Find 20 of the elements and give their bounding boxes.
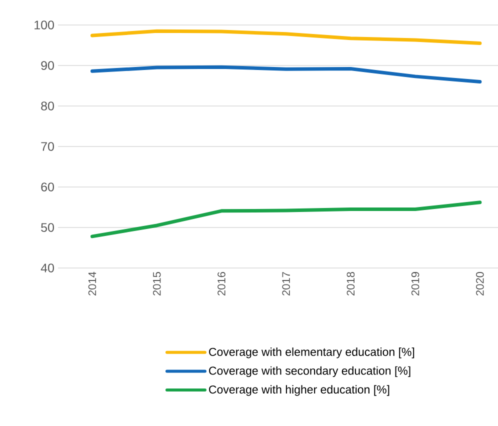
x-tick-label: 2018 [346,272,355,296]
x-tick-label: 2017 [282,272,290,296]
line-series [90,65,482,84]
y-tick-label: 90 [41,61,54,70]
y-tick-label: 50 [41,223,54,232]
legend-label: Coverage with secondary education [%] [209,366,410,378]
y-tick-label: 100 [34,20,54,30]
y-tick-label: 70 [41,142,54,151]
x-tick-label: 2015 [152,272,161,296]
line-series [90,29,482,45]
x-tick-label: 2019 [411,272,420,296]
x-tick-label: 2016 [218,272,226,296]
y-tick-label: 40 [40,264,54,272]
x-tick-label: 2014 [88,272,96,296]
legend-label: Coverage with elementary education [%] [209,348,414,358]
y-tick-label: 80 [41,102,54,110]
x-tick-label: 2020 [476,272,484,296]
line-series [90,200,482,238]
legend-label: Coverage with higher education [%] [209,385,390,396]
y-tick-label: 60 [41,182,54,192]
